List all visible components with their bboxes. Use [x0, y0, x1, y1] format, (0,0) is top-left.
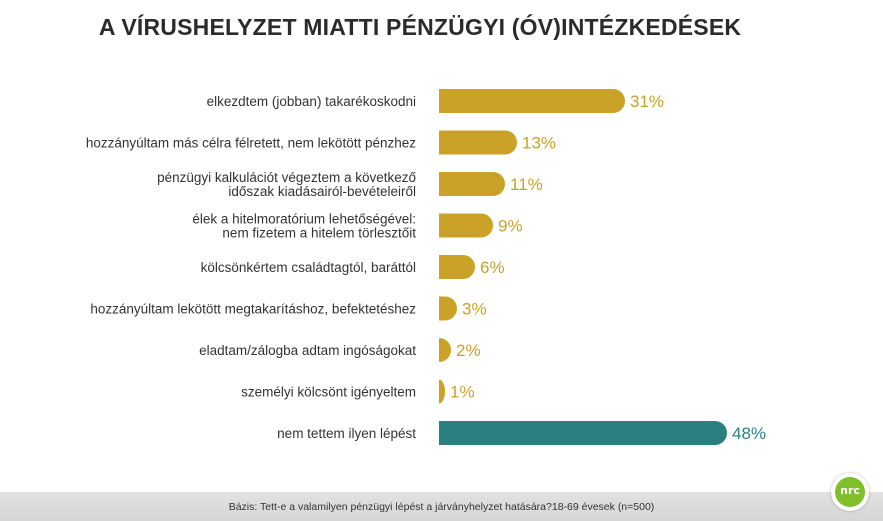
- bar-2: [439, 130, 517, 155]
- footer-bar: Bázis: Tett-e a valamilyen pénzügyi lépé…: [0, 492, 883, 521]
- bar-6: [439, 296, 458, 321]
- category-label-7: eladtam/zálogba adtam ingóságokat: [199, 343, 416, 358]
- bar-9: [439, 421, 727, 445]
- category-label-2: hozzányúltam más célra félretett, nem le…: [86, 136, 416, 151]
- value-label-1: 31%: [630, 92, 664, 111]
- value-label-2: 13%: [522, 134, 556, 153]
- base-note: Bázis: Tett-e a valamilyen pénzügyi lépé…: [228, 501, 655, 513]
- category-label-3: pénzügyi kalkulációt végeztem a következ…: [157, 170, 416, 199]
- category-label-9: nem tettem ilyen lépést: [277, 426, 416, 441]
- bar-7: [439, 338, 451, 362]
- category-label-8: személyi kölcsönt igényeltem: [241, 385, 416, 400]
- value-label-3: 11%: [510, 175, 543, 194]
- category-label-5: kölcsönkértem családtagtól, baráttól: [201, 260, 416, 275]
- bar-5: [439, 255, 475, 279]
- bar-1: [439, 89, 625, 113]
- value-label-6: 3%: [462, 300, 487, 319]
- value-label-5: 6%: [480, 258, 505, 277]
- bar-3: [439, 172, 505, 196]
- category-label-1: elkezdtem (jobban) takarékoskodni: [207, 94, 416, 109]
- value-label-4: 9%: [498, 217, 523, 236]
- value-label-7: 2%: [456, 341, 481, 360]
- bar-8: [439, 379, 446, 404]
- nrc-logo: nrc: [831, 473, 869, 511]
- category-label-4: élek a hitelmoratórium lehetőségével: nem…: [192, 212, 416, 241]
- nrc-logo-mark: nrc: [835, 477, 865, 507]
- value-label-8: 1%: [450, 383, 475, 402]
- bar-4: [439, 213, 494, 238]
- chart-title: A VÍRUSHELYZET MIATTI PÉNZÜGYI (ÓV)INTÉZ…: [98, 14, 742, 40]
- category-label-6: hozzányúltam lekötött megtakarításhoz, b…: [90, 302, 416, 317]
- value-label-9: 48%: [732, 424, 766, 443]
